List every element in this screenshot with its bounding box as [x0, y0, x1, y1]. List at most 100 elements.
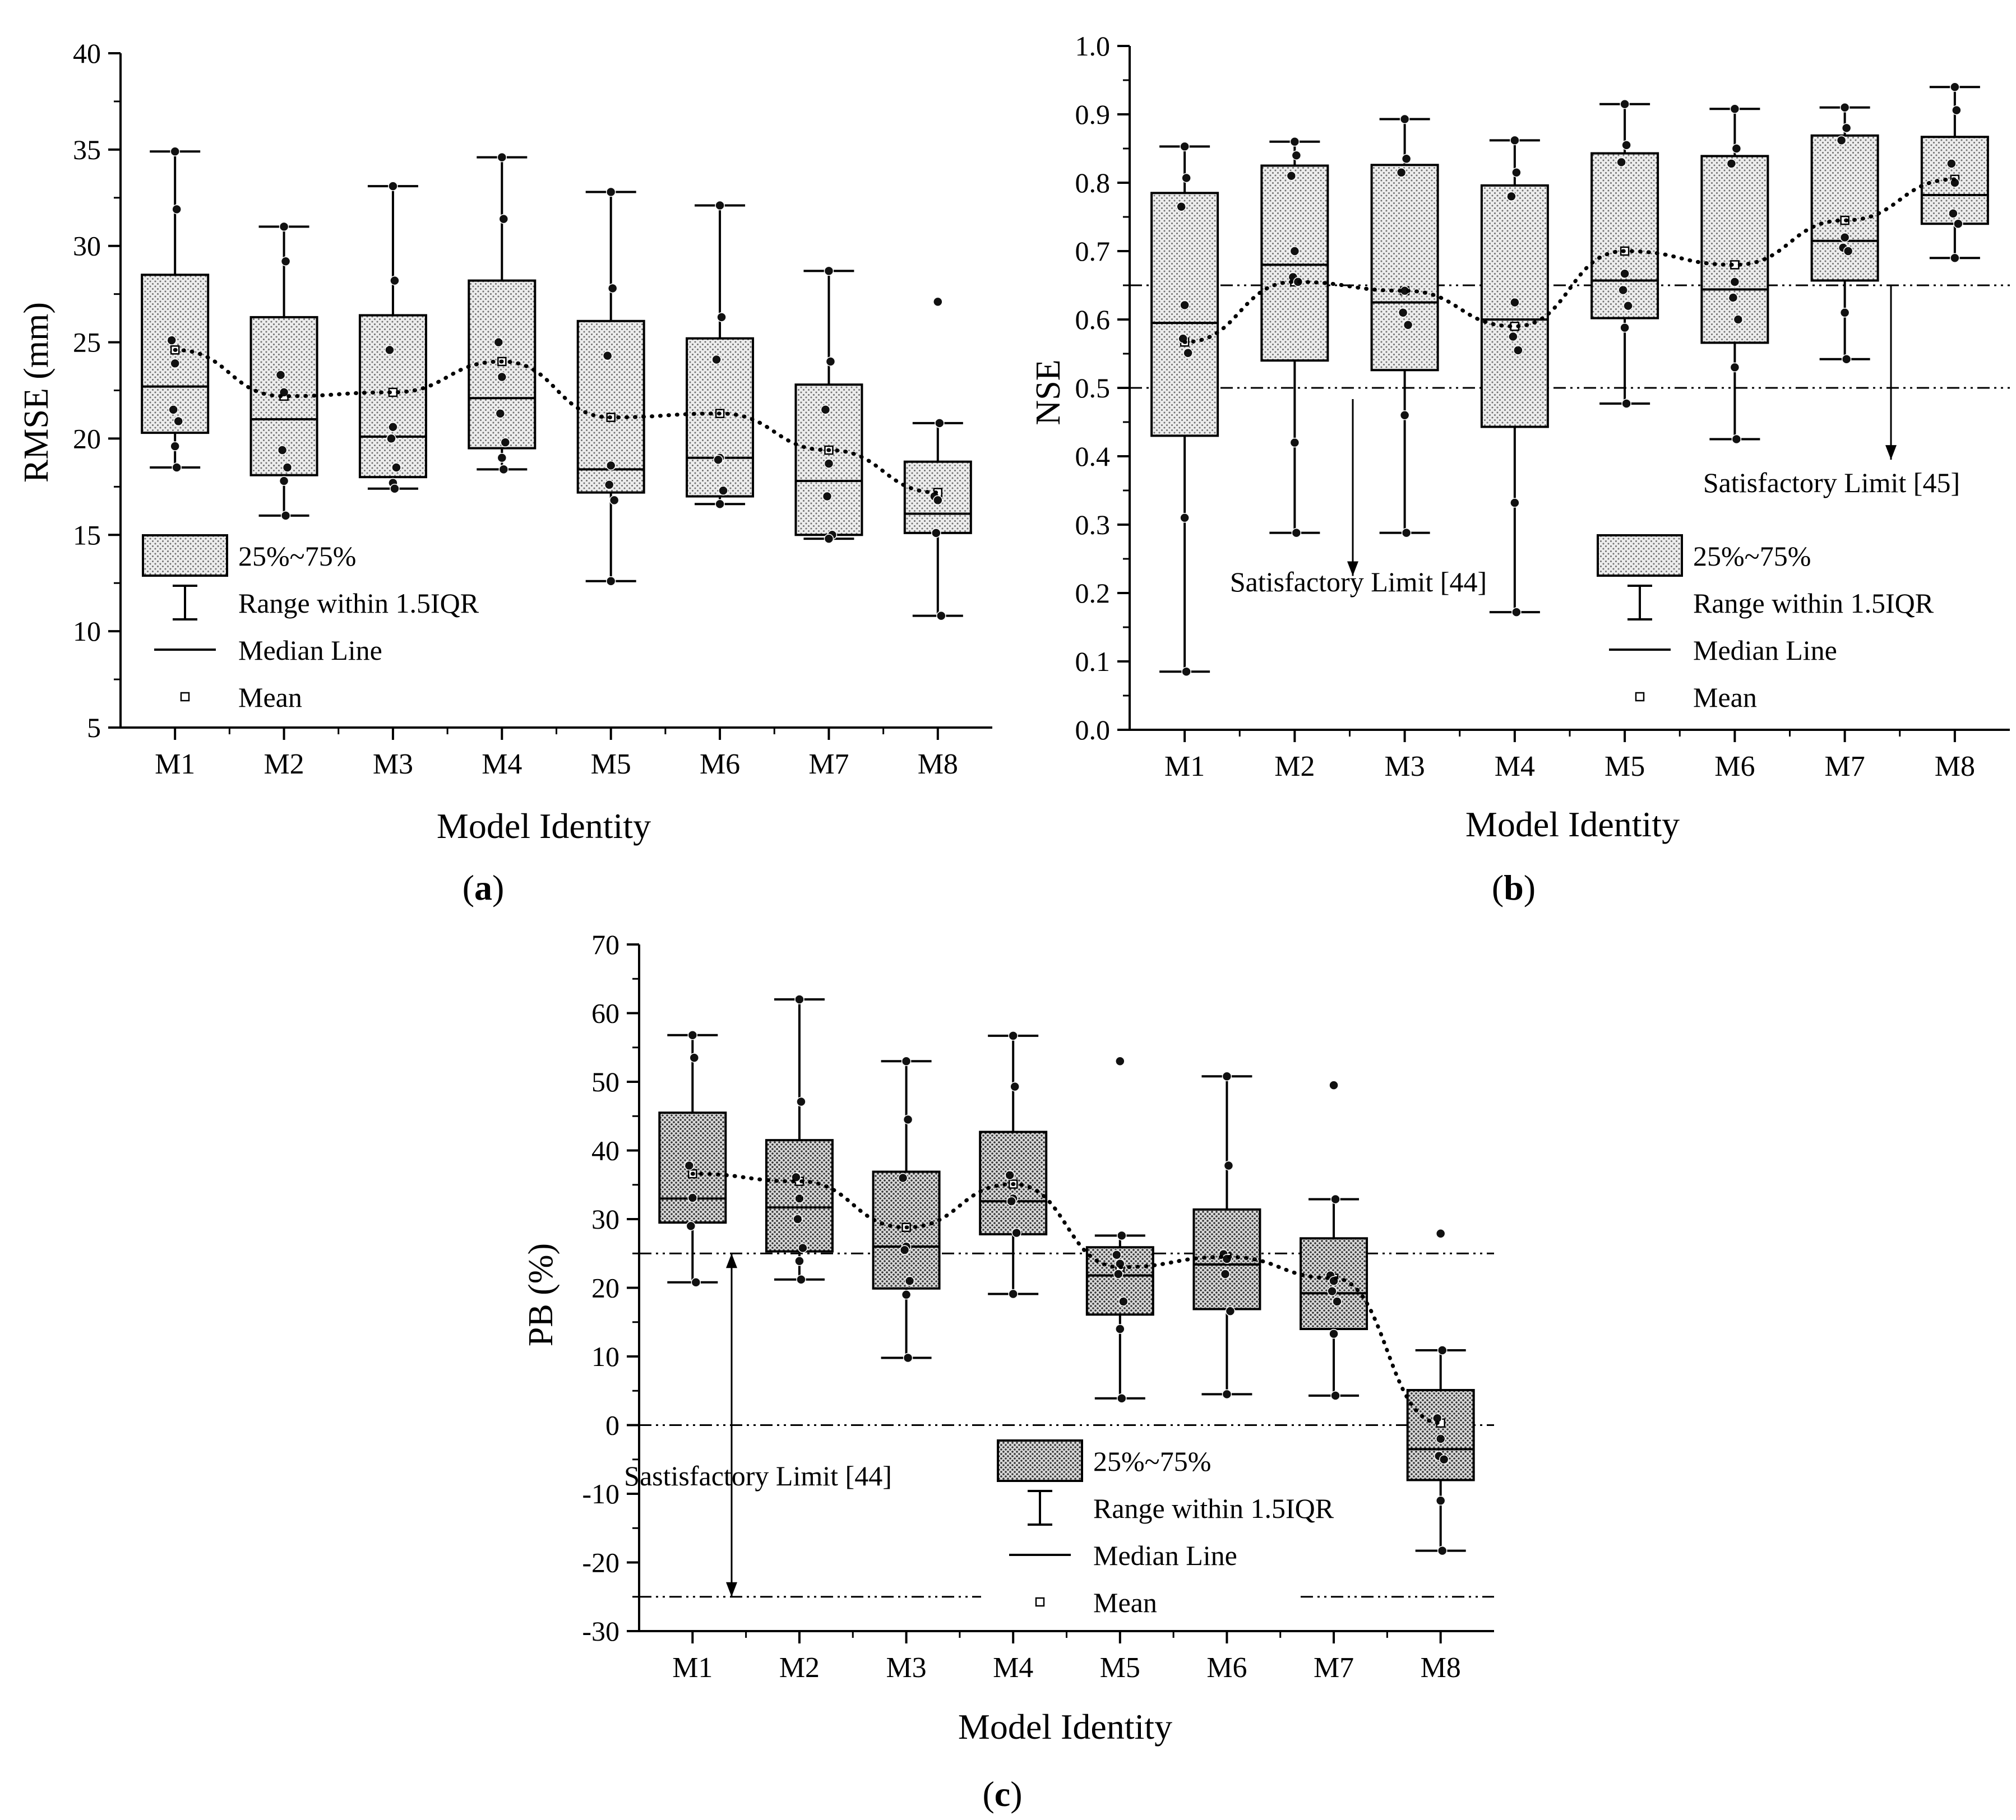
y-tick-label: 20 [591, 1272, 619, 1304]
data-point [1115, 1324, 1125, 1334]
y-tick-label: 70 [591, 929, 619, 960]
x-tick-label: M2 [263, 748, 304, 780]
annotation-sastisfactory-limit-44: Sastisfactory Limit [44] [624, 1460, 892, 1492]
y-tick-label: 40 [73, 38, 101, 69]
y-tick-label: 10 [591, 1341, 619, 1372]
x-tick-label: M2 [1274, 751, 1315, 782]
y-tick-label: 35 [73, 134, 101, 165]
panel-c-pb: -30 -20 -10 0 10 20 30 40 50 60 70 M1 M2 M3 M4 M5 M6 M7 M8… [522, 929, 1494, 1814]
legend-label: Median Line [1693, 635, 1837, 666]
data-point [1435, 1434, 1446, 1444]
box-m6 [1700, 155, 1769, 344]
annotation-satisfactory-limit-45: Satisfactory Limit [45] [1703, 467, 1960, 498]
data-point [715, 499, 725, 510]
data-point [1117, 1230, 1127, 1241]
data-point [1180, 513, 1190, 523]
y-tick-label: 10 [73, 615, 101, 647]
data-point [282, 462, 293, 473]
data-point [1112, 1249, 1122, 1260]
panel-a-caption-letter: a [474, 868, 492, 907]
data-point [1181, 173, 1191, 183]
data-point [1953, 219, 1963, 229]
panel-c-plot-area: -30 -20 -10 0 10 20 30 40 50 60 70 M1 M2 M3 M4 M5 M6 M7 M8… [582, 929, 1494, 1684]
data-point [280, 256, 291, 266]
data-point [172, 462, 182, 473]
legend-label: 25%~75% [238, 540, 356, 572]
data-point [1513, 345, 1523, 355]
data-point [1618, 285, 1628, 295]
x-tick-label: M8 [918, 748, 958, 780]
data-point [794, 1256, 804, 1266]
data-point [936, 610, 946, 621]
y-tick-label: 0.3 [1075, 509, 1111, 540]
data-point [277, 445, 288, 455]
data-point [1730, 277, 1740, 287]
data-point [718, 485, 728, 495]
legend-swatch-box [997, 1439, 1083, 1482]
data-point [898, 1173, 908, 1183]
data-point [1508, 331, 1518, 342]
data-point [1839, 232, 1850, 243]
data-point [1950, 82, 1960, 92]
legend: 25%~75% Range within 1.5IQR Median Line Mea… [142, 534, 479, 713]
y-tick-label: 1.0 [1075, 30, 1111, 62]
data-point [1289, 246, 1300, 256]
data-point [497, 453, 507, 463]
x-tick-label: M8 [1421, 1652, 1461, 1684]
data-point [684, 1160, 695, 1171]
data-point [495, 408, 506, 419]
y-tick-label: 60 [591, 998, 619, 1029]
legend-label: Mean [238, 682, 302, 713]
data-point [167, 335, 177, 345]
data-point [1620, 268, 1630, 279]
data-point [1399, 114, 1410, 124]
data-point [825, 356, 836, 367]
data-point [1222, 1071, 1232, 1081]
legend-swatch-mean [1635, 692, 1645, 702]
data-point [798, 1243, 808, 1253]
data-point [687, 1030, 698, 1040]
data-point [1839, 308, 1850, 318]
data-point [1118, 1296, 1129, 1307]
data-point [1398, 308, 1408, 318]
data-point [170, 358, 180, 369]
y-tick-label: 25 [73, 327, 101, 358]
mean-trend-line [690, 1171, 1443, 1425]
data-point [1510, 498, 1520, 508]
legend-label: Mean [1093, 1587, 1157, 1618]
mean-trend-line [173, 348, 940, 495]
panel-b-nse: 0.0 0.1 0.2 0.3 0.4 0.5 0.6 0.7 0.8 0.9 1.0 M1 M2 M3 M… [1029, 30, 2010, 907]
data-point [605, 187, 616, 197]
data-point [1332, 1296, 1342, 1307]
data-point [1728, 293, 1738, 303]
data-point [903, 1353, 913, 1363]
data-point [796, 1096, 806, 1107]
data-point [1225, 1306, 1236, 1316]
panel-a-y-axis-label: RMSE (mm) [17, 302, 56, 483]
data-point [168, 405, 178, 415]
panel-c-caption: (c) [982, 1774, 1022, 1814]
data-point [686, 1221, 696, 1231]
data-point [1401, 527, 1412, 538]
data-point [1010, 1081, 1020, 1092]
data-point [1291, 527, 1302, 538]
data-point [1843, 246, 1853, 256]
data-point [388, 181, 398, 191]
data-point [1839, 103, 1850, 113]
data-point [1952, 105, 1962, 115]
y-tick-label: 0.2 [1075, 577, 1111, 609]
data-point [1733, 314, 1744, 325]
data-point [607, 283, 618, 294]
data-point [1180, 141, 1190, 152]
data-point [386, 433, 396, 444]
y-tick-label: 0.7 [1075, 235, 1111, 267]
data-point [794, 994, 804, 1004]
arrow-head [1885, 445, 1897, 460]
data-point [279, 221, 289, 232]
data-point [1730, 104, 1740, 114]
panel-c-y-axis-label: PB (%) [522, 1243, 560, 1346]
legend-label: Range within 1.5IQR [1693, 587, 1934, 619]
data-point [498, 214, 509, 224]
data-point [716, 312, 727, 322]
